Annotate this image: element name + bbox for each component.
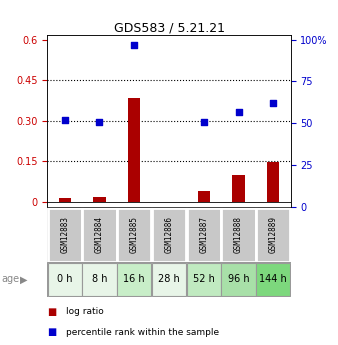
Text: 96 h: 96 h bbox=[228, 275, 249, 284]
Text: ■: ■ bbox=[47, 307, 56, 317]
Text: GSM12884: GSM12884 bbox=[95, 216, 104, 253]
Text: 52 h: 52 h bbox=[193, 275, 215, 284]
Text: 28 h: 28 h bbox=[158, 275, 180, 284]
Bar bbox=[93, 197, 105, 201]
Text: GSM12885: GSM12885 bbox=[130, 216, 139, 253]
Text: age: age bbox=[2, 275, 20, 284]
Bar bbox=[48, 208, 82, 262]
Bar bbox=[256, 208, 290, 262]
Text: 144 h: 144 h bbox=[260, 275, 287, 284]
Text: GSM12883: GSM12883 bbox=[60, 216, 69, 253]
Bar bbox=[163, 201, 175, 203]
FancyBboxPatch shape bbox=[47, 207, 291, 262]
Bar bbox=[48, 263, 82, 296]
Bar bbox=[187, 208, 221, 262]
Bar bbox=[58, 198, 71, 201]
Bar bbox=[256, 263, 290, 296]
Bar bbox=[267, 162, 280, 201]
Point bbox=[236, 109, 241, 114]
Text: log ratio: log ratio bbox=[66, 307, 104, 316]
Text: ■: ■ bbox=[47, 327, 56, 337]
Text: GSM12889: GSM12889 bbox=[269, 216, 278, 253]
Bar bbox=[117, 208, 151, 262]
Text: GSM12887: GSM12887 bbox=[199, 216, 208, 253]
Point bbox=[97, 119, 102, 124]
Text: 0 h: 0 h bbox=[57, 275, 72, 284]
Point bbox=[62, 117, 67, 123]
Bar bbox=[221, 263, 256, 296]
Text: 8 h: 8 h bbox=[92, 275, 107, 284]
Bar bbox=[82, 263, 117, 296]
Text: GSM12886: GSM12886 bbox=[165, 216, 173, 253]
Bar bbox=[198, 191, 210, 201]
Bar bbox=[152, 263, 186, 296]
Bar bbox=[233, 175, 245, 201]
Bar bbox=[117, 263, 151, 296]
Text: percentile rank within the sample: percentile rank within the sample bbox=[66, 328, 219, 337]
Point bbox=[271, 100, 276, 106]
Text: ▶: ▶ bbox=[20, 275, 27, 284]
Bar bbox=[128, 98, 140, 201]
Bar bbox=[82, 208, 117, 262]
Point bbox=[201, 119, 207, 124]
Text: 16 h: 16 h bbox=[123, 275, 145, 284]
Bar bbox=[187, 263, 221, 296]
Bar bbox=[152, 208, 186, 262]
Title: GDS583 / 5.21.21: GDS583 / 5.21.21 bbox=[114, 21, 224, 34]
Point bbox=[131, 42, 137, 47]
FancyBboxPatch shape bbox=[47, 262, 291, 297]
Bar bbox=[221, 208, 256, 262]
Text: GSM12888: GSM12888 bbox=[234, 216, 243, 253]
